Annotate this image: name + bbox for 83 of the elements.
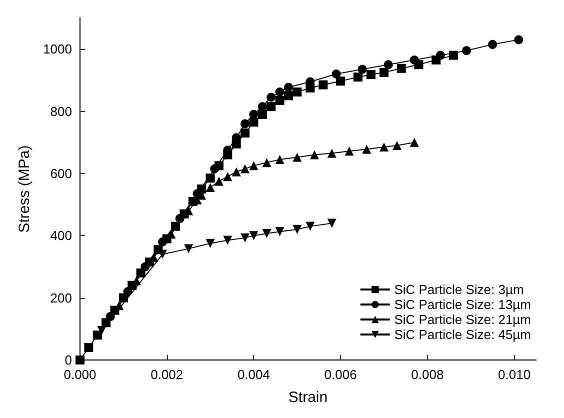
point — [223, 236, 232, 245]
point — [140, 262, 150, 272]
point — [249, 231, 258, 240]
point — [327, 218, 336, 228]
x-tick-label: 0.006 — [324, 367, 357, 382]
point — [284, 82, 293, 92]
y-tick-label: 800 — [50, 104, 72, 119]
point — [262, 228, 272, 238]
point — [249, 118, 258, 127]
x-tick-label: 0.000 — [64, 367, 96, 382]
point — [318, 80, 328, 90]
point — [310, 150, 320, 160]
point — [275, 227, 284, 236]
point — [84, 343, 94, 352]
point — [214, 176, 224, 186]
point — [344, 146, 354, 156]
point — [171, 222, 180, 231]
point — [410, 55, 419, 64]
point — [358, 64, 367, 74]
point — [284, 91, 293, 100]
point — [266, 102, 276, 112]
y-axis-title: Stress (MPa) — [16, 145, 33, 233]
point — [240, 128, 250, 138]
point — [514, 35, 524, 44]
point — [232, 167, 241, 176]
point — [266, 92, 276, 102]
point — [275, 154, 284, 164]
point — [353, 72, 362, 82]
y-tick-label: 1000 — [43, 42, 72, 57]
point — [436, 50, 445, 60]
x-tick-label: 0.008 — [411, 367, 444, 382]
point — [158, 237, 168, 246]
legend-label: SiC Particle Size: 13µm — [394, 297, 531, 312]
point — [175, 214, 184, 224]
point — [223, 172, 232, 182]
point — [462, 46, 472, 56]
legend-label: SiC Particle Size: 45µm — [394, 327, 531, 342]
point — [258, 110, 267, 119]
point — [206, 182, 215, 192]
point — [206, 174, 215, 183]
point — [396, 64, 406, 73]
point — [275, 96, 284, 105]
point — [292, 152, 302, 162]
x-tick-label: 0.002 — [150, 367, 184, 382]
point — [262, 158, 272, 168]
legend-label: SiC Particle Size: 21µm — [394, 312, 531, 327]
point — [249, 161, 258, 170]
point — [240, 119, 250, 128]
point — [249, 110, 258, 119]
point — [206, 238, 215, 248]
point — [306, 222, 315, 231]
y-tick-label: 0 — [64, 352, 72, 368]
point — [448, 50, 458, 60]
point — [380, 68, 388, 77]
point — [76, 356, 84, 364]
point — [362, 144, 372, 154]
point — [92, 330, 102, 340]
point — [106, 312, 115, 321]
point — [384, 60, 393, 70]
x-tick-label: 0.010 — [498, 367, 531, 382]
point — [240, 233, 250, 242]
y-tick-label: 600 — [50, 166, 72, 181]
point — [410, 138, 419, 147]
point — [240, 164, 250, 174]
point — [380, 142, 388, 152]
point — [488, 40, 498, 49]
x-axis-title: Strain — [288, 389, 328, 406]
point — [97, 326, 106, 335]
point — [292, 87, 302, 96]
point — [210, 164, 220, 174]
point — [292, 224, 302, 234]
point — [336, 76, 346, 86]
point — [332, 69, 341, 78]
point — [275, 88, 284, 96]
x-tick-label: 0.004 — [237, 367, 270, 382]
point — [184, 244, 194, 254]
point — [123, 287, 132, 296]
point — [366, 70, 376, 80]
point — [392, 140, 402, 150]
y-tick-label: 200 — [50, 290, 72, 306]
y-tick-label: 400 — [50, 228, 72, 244]
point — [327, 148, 336, 158]
legend-label: SiC Particle Size: 3µm — [394, 282, 524, 297]
